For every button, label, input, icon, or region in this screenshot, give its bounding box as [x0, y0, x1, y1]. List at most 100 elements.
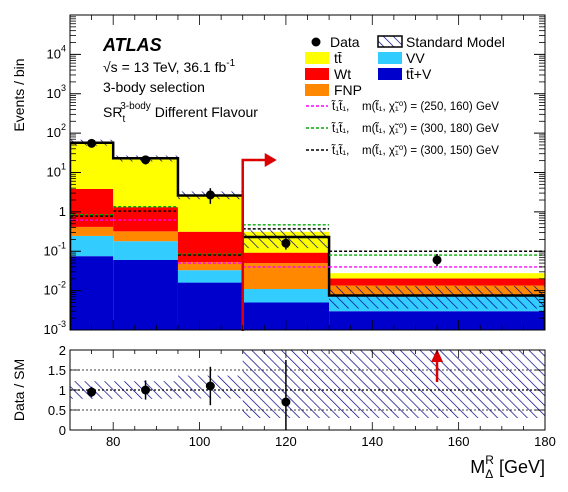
y-tick-label: 103: [47, 83, 66, 101]
legend-signal2-label: m(t̃₁, χ̃₁⁰) = (300, 180) GeV: [362, 122, 499, 135]
x-title-main: M: [470, 457, 485, 477]
legend-signal2-prefix: t̃₁t̃₁,: [331, 122, 350, 135]
sm-band-bin4: [329, 286, 545, 309]
y-tick-exponent: -1: [58, 240, 66, 250]
energy-sup: -1: [226, 58, 235, 69]
data-point-0: [87, 138, 97, 148]
ratio-y-tick-label: 2: [59, 343, 66, 358]
y-tick-exponent: 1: [61, 162, 66, 172]
legend-wt-swatch: [305, 68, 329, 80]
ratio-point-0: [87, 387, 97, 397]
legend-vv-label: VV: [406, 50, 425, 66]
bar-Wt-bin2: [177, 231, 243, 263]
main-y-title: Events / bin: [11, 58, 27, 131]
ratio-y-tick-label: 0.5: [48, 403, 66, 418]
region-sub: t: [122, 114, 125, 125]
x-tick-label: 160: [448, 434, 470, 449]
x-tick-label: 100: [189, 434, 211, 449]
legend-ttv-label: tt̄+V: [406, 66, 432, 82]
legend-ttbar-swatch: [305, 52, 329, 64]
bar-FNP-bin2: [177, 262, 243, 271]
legend-ttbar-label: tt̄: [334, 50, 342, 66]
legend-sm-label: Standard Model: [406, 34, 505, 50]
bar-ttbar-bin1: [113, 158, 178, 208]
bar-Wt-bin4: [329, 278, 545, 286]
ratio-axes: 0 0.5 1 1.5 2 80 100 120 140 160 180: [48, 343, 556, 449]
data-points: [87, 138, 442, 267]
y-tick-exponent: -3: [58, 319, 66, 329]
bar-Wt-bin0: [70, 188, 114, 227]
y-tick-exponent: -2: [58, 280, 66, 290]
ratio-y-tick-label: 0: [59, 423, 66, 438]
legend-signal3-label: m(t̃₁, χ̃₁⁰) = (300, 150) GeV: [362, 144, 499, 157]
energy-label: √s = 13 TeV, 36.1 fb-1: [103, 58, 236, 75]
offscale-arrow: [431, 349, 444, 382]
energy-text: √s = 13 TeV, 36.1 fb: [103, 59, 226, 75]
legend-fnp-swatch: [305, 84, 329, 96]
x-axis-title: MΔR [GeV]: [470, 453, 545, 481]
data-point-4: [432, 255, 442, 265]
x-tick-label: 180: [534, 434, 556, 449]
ratio-point-2: [205, 381, 215, 391]
legend-data-label: Data: [330, 34, 360, 50]
ratio-reference-lines: [70, 369, 545, 411]
y-tick-exponent: 4: [61, 43, 66, 53]
legend-fnp-label: FNP: [334, 82, 362, 98]
bar-ttV-bin4: [329, 311, 545, 330]
data-point-1: [141, 155, 151, 165]
bar-ttbar-bin4: [329, 273, 545, 279]
bar-ttV-bin1: [113, 259, 178, 330]
overflow-arrow: [241, 153, 277, 331]
y-tick-label: 101: [47, 162, 66, 180]
x-tick-label: 140: [361, 434, 383, 449]
bar-VV-bin0: [70, 235, 114, 257]
y-tick-exponent: 3: [61, 83, 66, 93]
ratio-y-title: Data / SM: [11, 359, 27, 421]
y-tick-label: 10-1: [44, 240, 66, 258]
bar-Wt-bin3: [242, 252, 330, 264]
legend-ttv-swatch: [378, 68, 402, 80]
ratio-uncertainty-band: [70, 350, 545, 418]
region-label: SRt 3-body Different Flavour: [103, 101, 258, 125]
region-suffix: Different Flavour: [151, 104, 258, 120]
ratio-point-3: [281, 397, 291, 407]
y-tick-label: 1: [59, 204, 66, 219]
legend-signal3-prefix: t̃₁t̃₁,: [331, 144, 350, 157]
selection-label: 3-body selection: [103, 79, 205, 95]
legend-signal1-prefix: t̃₁t̃₁,: [331, 100, 350, 113]
atlas-label: ATLAS: [102, 35, 162, 55]
legend-wt-label: Wt: [334, 66, 351, 82]
bar-FNP-bin1: [113, 231, 178, 242]
legend-data-marker: [311, 37, 321, 47]
legend-signal1-label: m(t̃₁, χ̃₁⁰) = (250, 160) GeV: [362, 100, 499, 113]
bar-VV-bin1: [113, 241, 178, 260]
bar-VV-bin2: [177, 270, 243, 283]
data-point-3: [281, 238, 291, 248]
legend: Data Standard Model tt̄ VV Wt tt̄+V FNP …: [305, 34, 505, 157]
x-title-unit: [GeV]: [494, 457, 545, 477]
legend-sm-swatch: [377, 35, 403, 48]
x-tick-label: 120: [275, 434, 297, 449]
bar-ttbar-bin0: [70, 142, 114, 189]
ratio-points: [87, 360, 291, 430]
y-tick-label: 10-3: [44, 319, 66, 337]
ratio-y-tick-label: 1.5: [48, 363, 66, 378]
y-tick-label: 104: [47, 43, 66, 61]
region-sup: 3-body: [120, 101, 151, 112]
bar-ttV-bin0: [70, 256, 114, 330]
overflow-arrow-head: [264, 153, 277, 167]
x-tick-label: 80: [106, 434, 120, 449]
bar-ttV-bin2: [177, 282, 243, 330]
x-title-sub: Δ: [485, 467, 493, 481]
bar-VV-bin3: [242, 288, 330, 303]
ratio-point-1: [141, 385, 151, 395]
y-tick-label: 10-2: [44, 280, 66, 298]
bar-FNP-bin0: [70, 226, 114, 236]
data-point-2: [205, 190, 215, 200]
legend-vv-swatch: [378, 52, 402, 64]
ratio-y-tick-label: 1: [59, 383, 66, 398]
x-title-sup: R: [485, 453, 494, 467]
offscale-arrow-head: [431, 349, 444, 362]
